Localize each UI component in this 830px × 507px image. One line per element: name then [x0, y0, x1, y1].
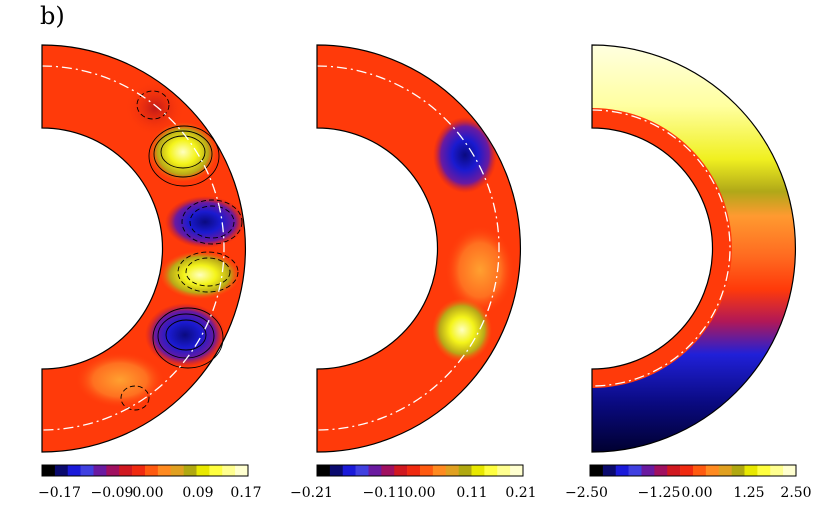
colorbar-swatch — [783, 465, 797, 476]
middle-field — [317, 45, 521, 452]
left-shell-outline — [41, 44, 247, 453]
middle-tick-label: 0.21 — [505, 485, 536, 501]
left-contours — [120, 90, 243, 411]
colorbar-swatch — [484, 465, 498, 476]
left-tick-label: −0.09 — [91, 485, 134, 501]
colorbar-swatch — [757, 465, 771, 476]
middle-tick-label: 0.00 — [404, 485, 435, 501]
colorbar-swatch — [394, 465, 408, 476]
colorbar-swatch — [654, 465, 668, 476]
middle-tick-label: −0.11 — [363, 485, 406, 501]
colorbar-swatch — [106, 465, 120, 476]
colorbar-swatch — [497, 465, 511, 476]
colorbar-swatch — [67, 465, 81, 476]
middle-tick-label: −0.21 — [290, 485, 333, 501]
colorbar-swatch — [667, 465, 681, 476]
right-colorbar-ticks: −2.50 −1.25 0.00 1.25 2.50 — [565, 485, 812, 501]
colorbar-swatch — [770, 465, 784, 476]
middle-tick-label: 0.11 — [456, 485, 487, 501]
colorbar-swatch — [54, 465, 69, 476]
colorbar-swatch — [590, 465, 604, 476]
right-colorbar — [589, 464, 797, 477]
colorbar-swatch — [132, 465, 146, 476]
colorbar-swatch — [718, 465, 732, 476]
colorbar-swatch — [693, 465, 707, 476]
colorbar-swatch — [510, 465, 524, 476]
middle-tangent-cylinder-line — [316, 65, 500, 431]
colorbar-swatch — [183, 465, 197, 476]
right-tick-label: 2.50 — [780, 485, 811, 501]
colorbar-swatch — [170, 465, 184, 476]
colorbar-swatch — [222, 465, 236, 476]
right-shell-outline — [591, 44, 797, 453]
left-tangent-cylinder-line — [41, 65, 225, 431]
colorbar-swatch — [615, 465, 629, 476]
colorbar-swatch — [329, 465, 344, 476]
colorbar-swatch — [705, 465, 720, 476]
left-tick-label: −0.17 — [38, 485, 81, 501]
colorbar-swatch — [432, 465, 447, 476]
colorbar-swatch — [342, 465, 356, 476]
colorbar-swatch — [355, 465, 369, 476]
right-panel — [591, 44, 797, 453]
right-tick-label: 0.00 — [681, 485, 712, 501]
left-panel — [41, 44, 247, 453]
colorbar-swatch — [42, 465, 56, 476]
right-field — [592, 45, 796, 452]
colorbar-swatch — [80, 465, 94, 476]
colorbar-swatch — [145, 465, 159, 476]
colorbar-swatch — [458, 465, 472, 476]
colorbar-swatch — [209, 465, 223, 476]
colorbar-swatch — [744, 465, 758, 476]
colorbar-swatch — [641, 465, 655, 476]
left-tick-label: 0.17 — [230, 485, 261, 501]
colorbar-swatch — [628, 465, 642, 476]
colorbar-swatch — [420, 465, 434, 476]
colorbar-swatch — [731, 465, 745, 476]
right-tick-label: 1.25 — [733, 485, 764, 501]
left-colorbar — [41, 464, 249, 477]
colorbar-swatch — [235, 465, 249, 476]
colorbar-swatch — [93, 465, 107, 476]
colorbar-swatch — [445, 465, 459, 476]
left-field — [42, 45, 246, 452]
colorbar-swatch — [680, 465, 694, 476]
colorbar-frame — [316, 464, 524, 477]
middle-colorbar — [316, 464, 524, 477]
left-colorbar-ticks: −0.17 −0.09 0.00 0.09 0.17 — [38, 485, 262, 501]
colorbar-swatch — [381, 465, 395, 476]
colorbar-swatch — [368, 465, 382, 476]
colorbar-swatch — [196, 465, 210, 476]
right-tick-label: −2.50 — [565, 485, 608, 501]
left-tick-label: 0.09 — [182, 485, 213, 501]
colorbar-swatch — [407, 465, 421, 476]
middle-colorbar-ticks: −0.21 −0.11 0.00 0.11 0.21 — [290, 485, 537, 501]
left-tick-label: 0.00 — [132, 485, 163, 501]
panel-label: b) — [40, 2, 65, 30]
colorbar-swatch — [602, 465, 617, 476]
middle-panel — [316, 44, 522, 453]
colorbar-swatch — [157, 465, 172, 476]
colorbar-swatch — [317, 465, 331, 476]
colorbar-frame — [41, 464, 249, 477]
middle-shell-outline — [316, 44, 522, 453]
right-tangent-cylinder-line — [591, 109, 731, 387]
colorbar-swatch — [471, 465, 485, 476]
colorbar-swatch — [119, 465, 133, 476]
right-tick-label: −1.25 — [638, 485, 681, 501]
colorbar-frame — [589, 464, 797, 477]
